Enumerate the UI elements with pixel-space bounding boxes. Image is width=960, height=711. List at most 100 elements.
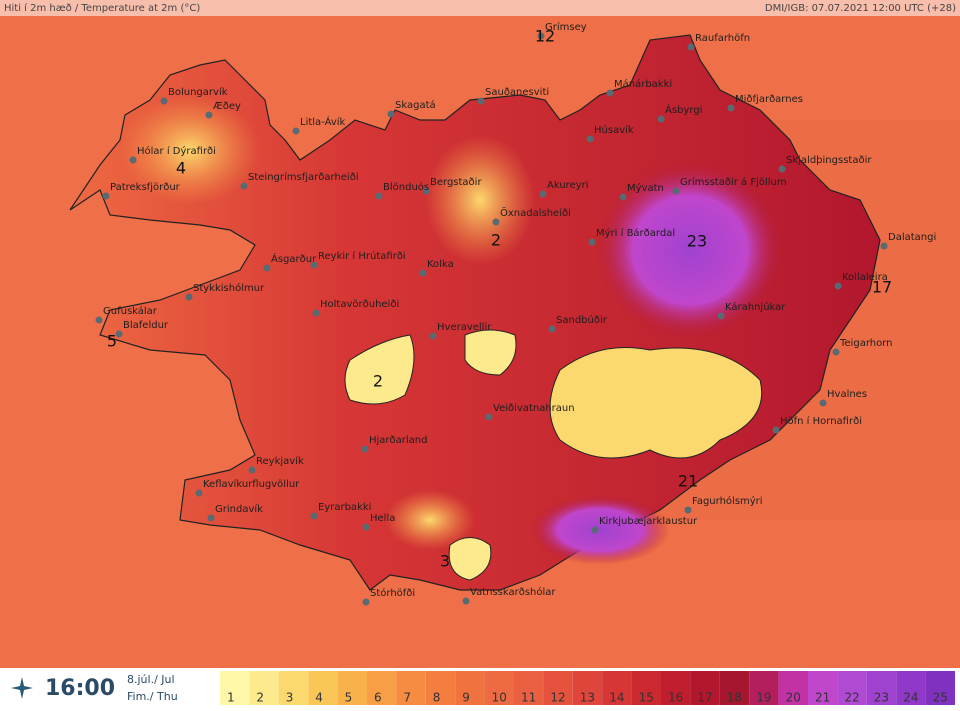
- station-dot: [419, 269, 427, 277]
- temperature-value: 23: [687, 232, 707, 251]
- station-dot: [687, 43, 695, 51]
- station-dot: [248, 466, 256, 474]
- station-dot: [292, 127, 300, 135]
- place-label: Holtavörðuheiði: [320, 299, 399, 310]
- station-dot: [880, 242, 888, 250]
- glacier: [448, 537, 492, 581]
- station-dot: [606, 89, 614, 97]
- scale-label: 15: [639, 691, 654, 705]
- place-label: Skjaldþingsstaðir: [786, 155, 872, 166]
- station-dot: [772, 426, 780, 434]
- place-label: Hveravellir: [437, 322, 492, 333]
- place-label: Hvalnes: [827, 389, 867, 400]
- station-dot: [312, 309, 320, 317]
- station-dot: [727, 104, 735, 112]
- scale-swatch: [778, 671, 808, 705]
- place-label: Veiðivatnahraun: [493, 403, 575, 414]
- place-label: Mýri í Bárðardal: [596, 227, 675, 239]
- place-label: Stykkishólmur: [193, 282, 265, 294]
- scale-swatch: [866, 671, 897, 705]
- warm-area: [385, 490, 475, 550]
- scale-label: 5: [345, 691, 353, 705]
- glacier: [344, 334, 415, 405]
- scale-label: 14: [609, 691, 624, 705]
- place-label: Öxnadalsheiði: [500, 206, 571, 219]
- temperature-value: 12: [535, 27, 555, 46]
- station-dot: [539, 190, 547, 198]
- scale-label: 10: [492, 691, 507, 705]
- scale-swatch: [249, 671, 279, 705]
- station-dot: [778, 165, 786, 173]
- place-label: Hjarðarland: [369, 435, 428, 446]
- scale-label: 23: [874, 691, 889, 705]
- station-dot: [717, 312, 725, 320]
- temperature-value: 21: [678, 472, 698, 491]
- station-dot: [375, 192, 383, 200]
- station-dot: [160, 97, 168, 105]
- place-label: Hólar í Dýrafirði: [137, 145, 216, 157]
- place-label: Grímsstaðir á Fjöllum: [680, 176, 787, 188]
- place-label: Reykjavík: [256, 455, 304, 467]
- header-title: Hiti í 2m hæð / Temperature at 2m (°C): [4, 2, 200, 14]
- scale-swatch: [631, 671, 661, 705]
- place-label: Dalatangi: [888, 232, 936, 243]
- scale-swatch: [602, 671, 632, 705]
- scale-label: 9: [462, 691, 470, 705]
- warm-area: [120, 95, 260, 205]
- place-label: Ásbyrgi: [665, 103, 702, 116]
- logo: [11, 677, 33, 699]
- scale-label: 3: [286, 691, 294, 705]
- station-dot: [429, 332, 437, 340]
- scale-swatch: [690, 671, 720, 705]
- header-source: DMI/IGB: 07.07.2021 12:00 UTC (+28): [765, 3, 956, 14]
- place-label: Kollaleira: [842, 272, 888, 283]
- station-dot: [672, 187, 680, 195]
- temperature-value: 2: [373, 372, 383, 391]
- place-label: Skagatá: [395, 99, 436, 111]
- station-dot: [684, 506, 692, 514]
- station-dot: [362, 598, 370, 606]
- scale-label: 11: [521, 691, 536, 705]
- scale-label: 21: [815, 691, 830, 705]
- hot-area: [530, 495, 670, 565]
- scale-label: 20: [786, 691, 801, 705]
- station-dot: [185, 293, 193, 301]
- place-label: Patreksfjörður: [110, 182, 181, 193]
- scale-label: 2: [256, 691, 264, 705]
- station-dot: [422, 187, 430, 195]
- place-label: Höfn í Hornafirði: [780, 415, 862, 427]
- place-label: Æðey: [213, 101, 241, 112]
- place-label: Fagurhólsmýri: [692, 495, 763, 507]
- station-dot: [586, 135, 594, 143]
- place-label: Akureyri: [547, 180, 589, 191]
- station-dot: [95, 316, 103, 324]
- glacier: [549, 347, 763, 459]
- place-label: Stórhöfði: [370, 587, 415, 599]
- footer-date: 8.júl./ Jul: [127, 673, 175, 686]
- scale-swatch: [925, 671, 955, 705]
- place-label: Mývatn: [627, 182, 664, 194]
- place-label: Sauðanesviti: [485, 87, 549, 98]
- scale-label: 13: [580, 691, 595, 705]
- scale-label: 19: [756, 691, 771, 705]
- place-label: Sandbúðir: [556, 314, 608, 326]
- temperature-value: 17: [872, 278, 892, 297]
- scale-label: 25: [933, 691, 948, 705]
- place-label: Litla-Ávík: [300, 115, 346, 128]
- scale-swatch: [661, 671, 691, 705]
- station-dot: [205, 111, 213, 119]
- temperature-value: 4: [176, 159, 186, 178]
- station-dot: [832, 348, 840, 356]
- place-label: Ásgarður: [271, 252, 317, 265]
- scale-label: 4: [315, 691, 323, 705]
- scale-label: 6: [374, 691, 382, 705]
- station-dot: [310, 512, 318, 520]
- station-dot: [591, 526, 599, 534]
- scale-swatch: [367, 671, 397, 705]
- scale-swatch: [808, 671, 838, 705]
- place-label: Blönduós: [383, 181, 429, 193]
- scale-label: 12: [550, 691, 565, 705]
- scale-label: 22: [844, 691, 859, 705]
- temperature-value: 3: [440, 552, 450, 571]
